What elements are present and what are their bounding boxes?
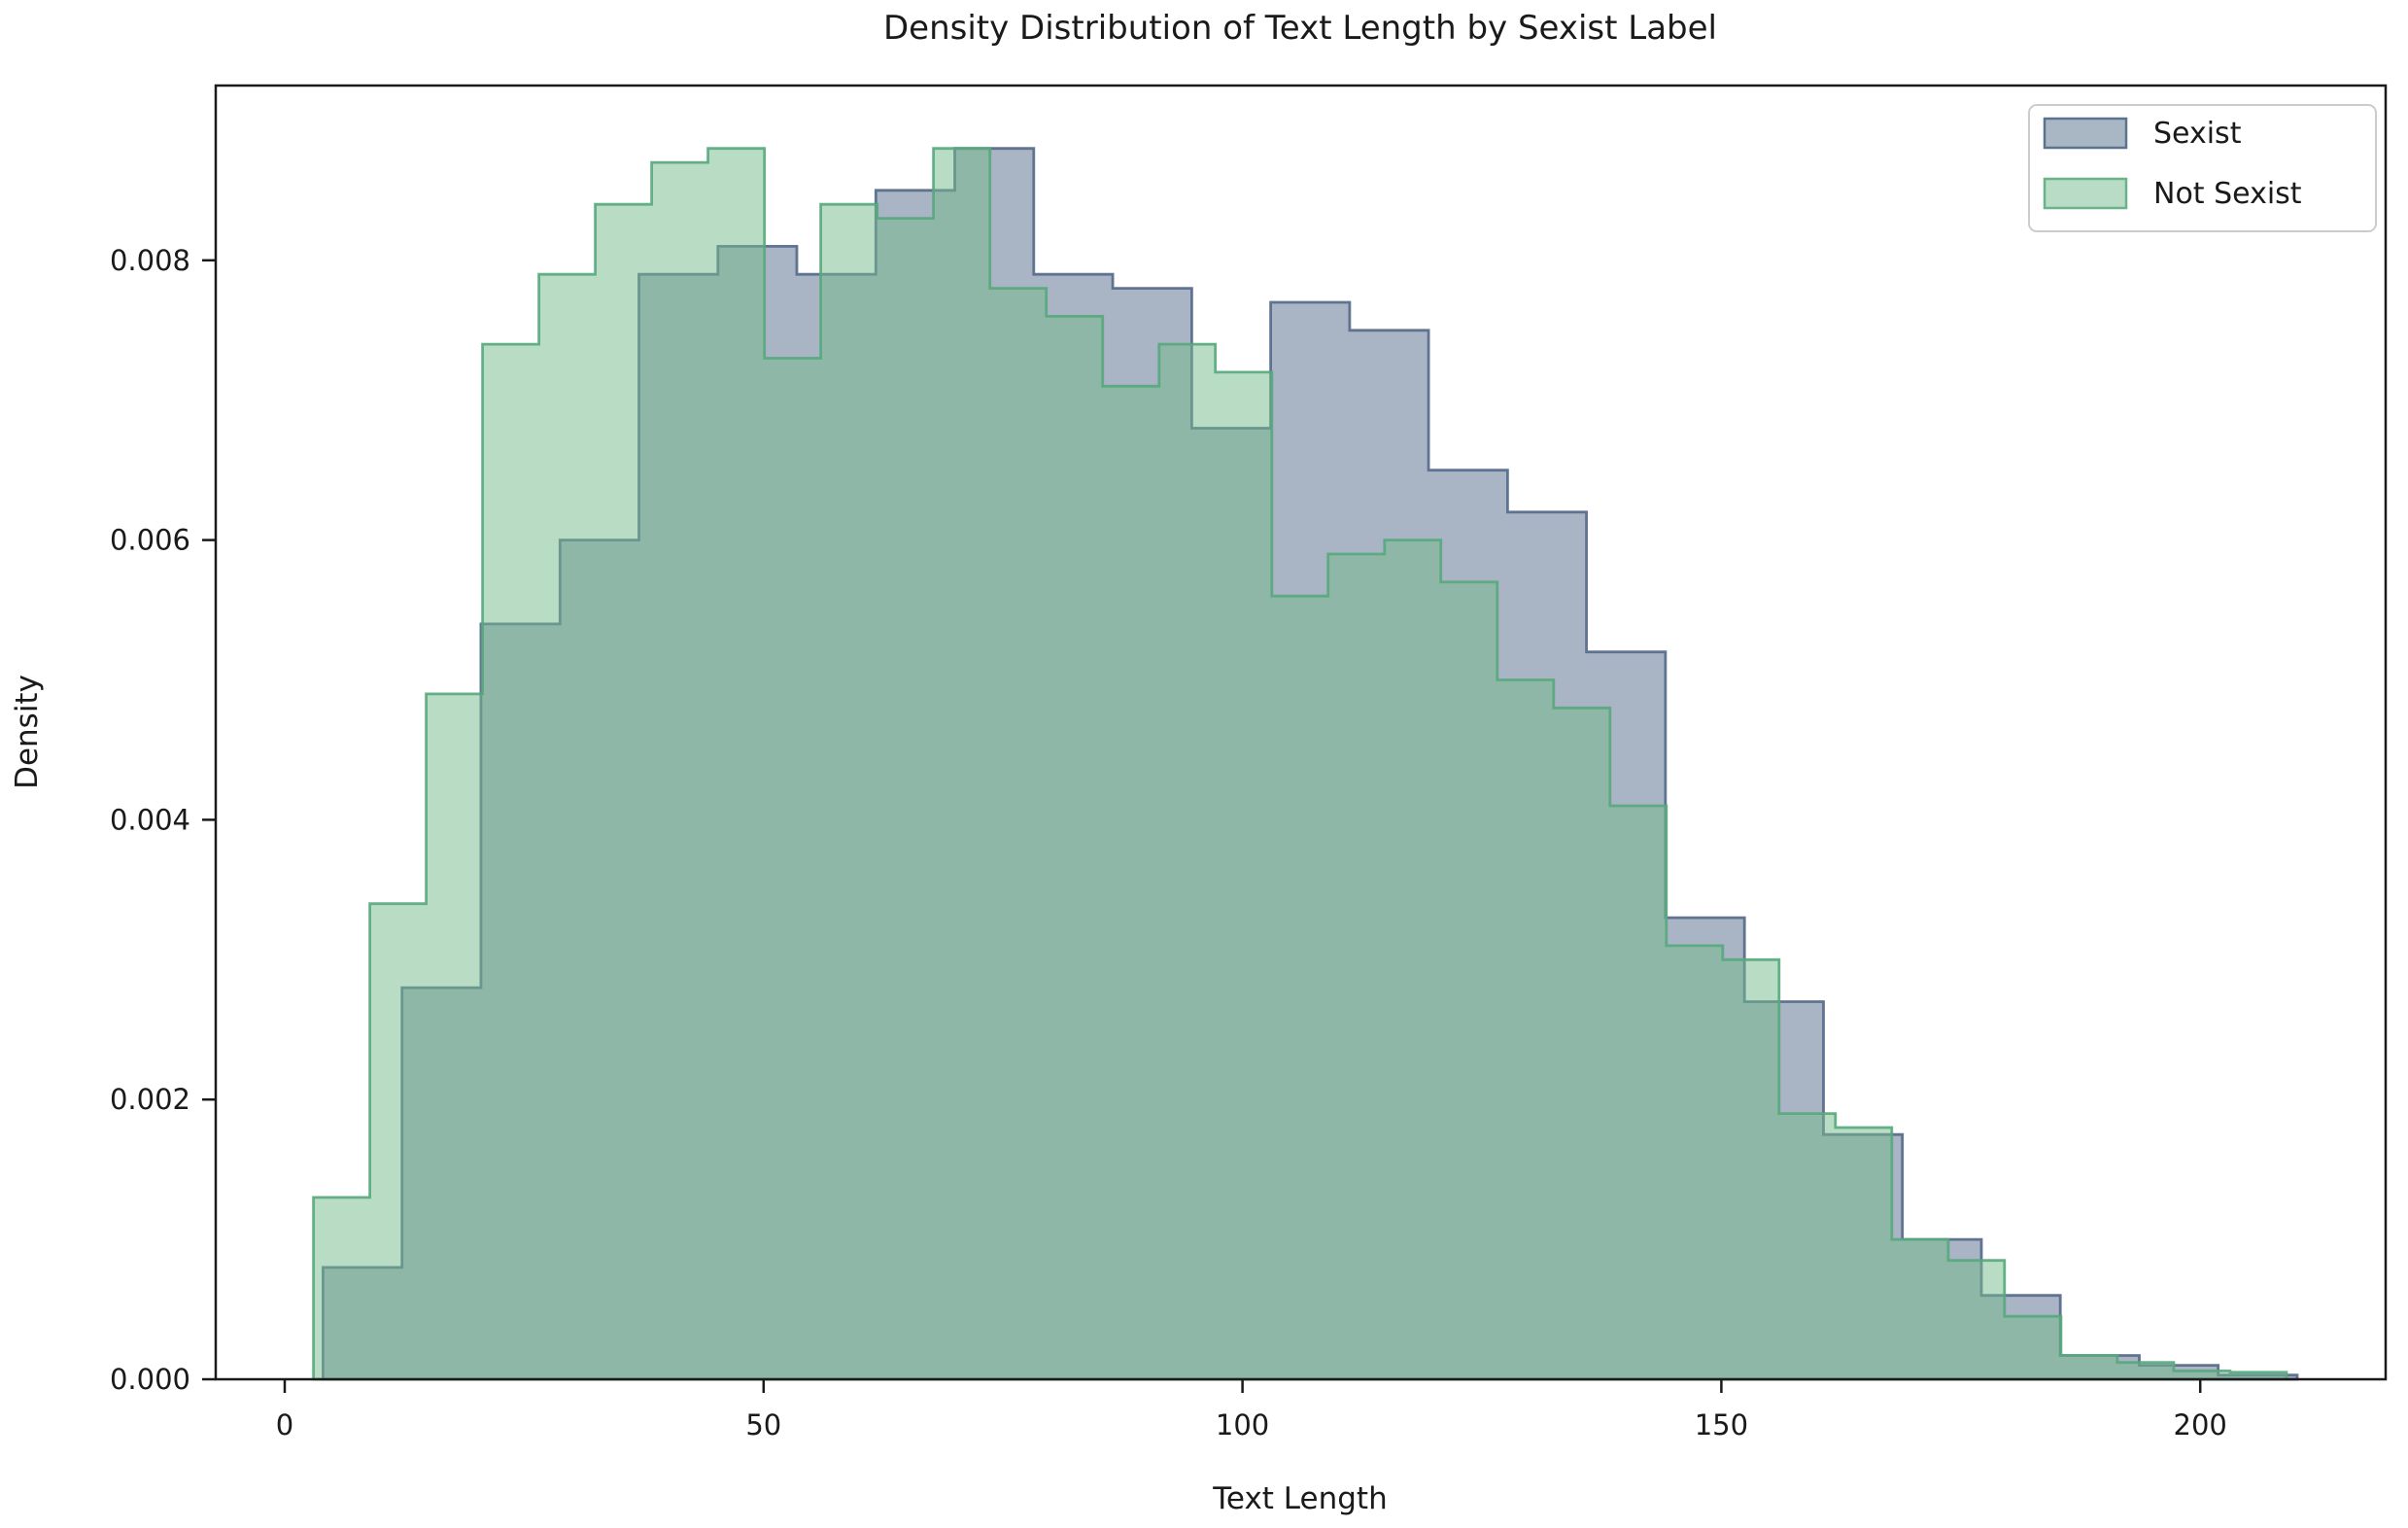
x-tick-label: 150	[1695, 1408, 1748, 1441]
y-axis-label: Density	[10, 675, 45, 789]
y-tick-label: 0.008	[110, 244, 190, 277]
x-axis-label: Text Length	[1212, 1481, 1387, 1516]
legend-label-not-sexist: Not Sexist	[2153, 177, 2302, 211]
y-tick-label: 0.000	[110, 1363, 190, 1396]
y-tick-label: 0.006	[110, 524, 190, 557]
chart-title: Density Distribution of Text Length by S…	[883, 9, 1717, 48]
y-tick-label: 0.002	[110, 1083, 190, 1116]
x-tick-label: 100	[1216, 1408, 1269, 1441]
x-tick-label: 0	[276, 1408, 293, 1441]
legend-swatch-not-sexist	[2043, 177, 2128, 210]
legend-swatch-sexist	[2043, 117, 2128, 150]
series-layer	[312, 147, 2299, 1381]
x-tick-label: 200	[2174, 1408, 2227, 1441]
legend-label-sexist: Sexist	[2153, 117, 2242, 151]
x-tick-label: 50	[745, 1408, 781, 1441]
series-area-not-sexist	[312, 147, 2288, 1381]
axes-frame	[214, 84, 2388, 1381]
legend: Sexist Not Sexist	[2028, 104, 2377, 232]
tick-layer: 0 50 100 150 200 0.000 0.002 0.004 0.006 0.008	[110, 244, 2227, 1441]
y-tick-label: 0.004	[110, 803, 190, 836]
